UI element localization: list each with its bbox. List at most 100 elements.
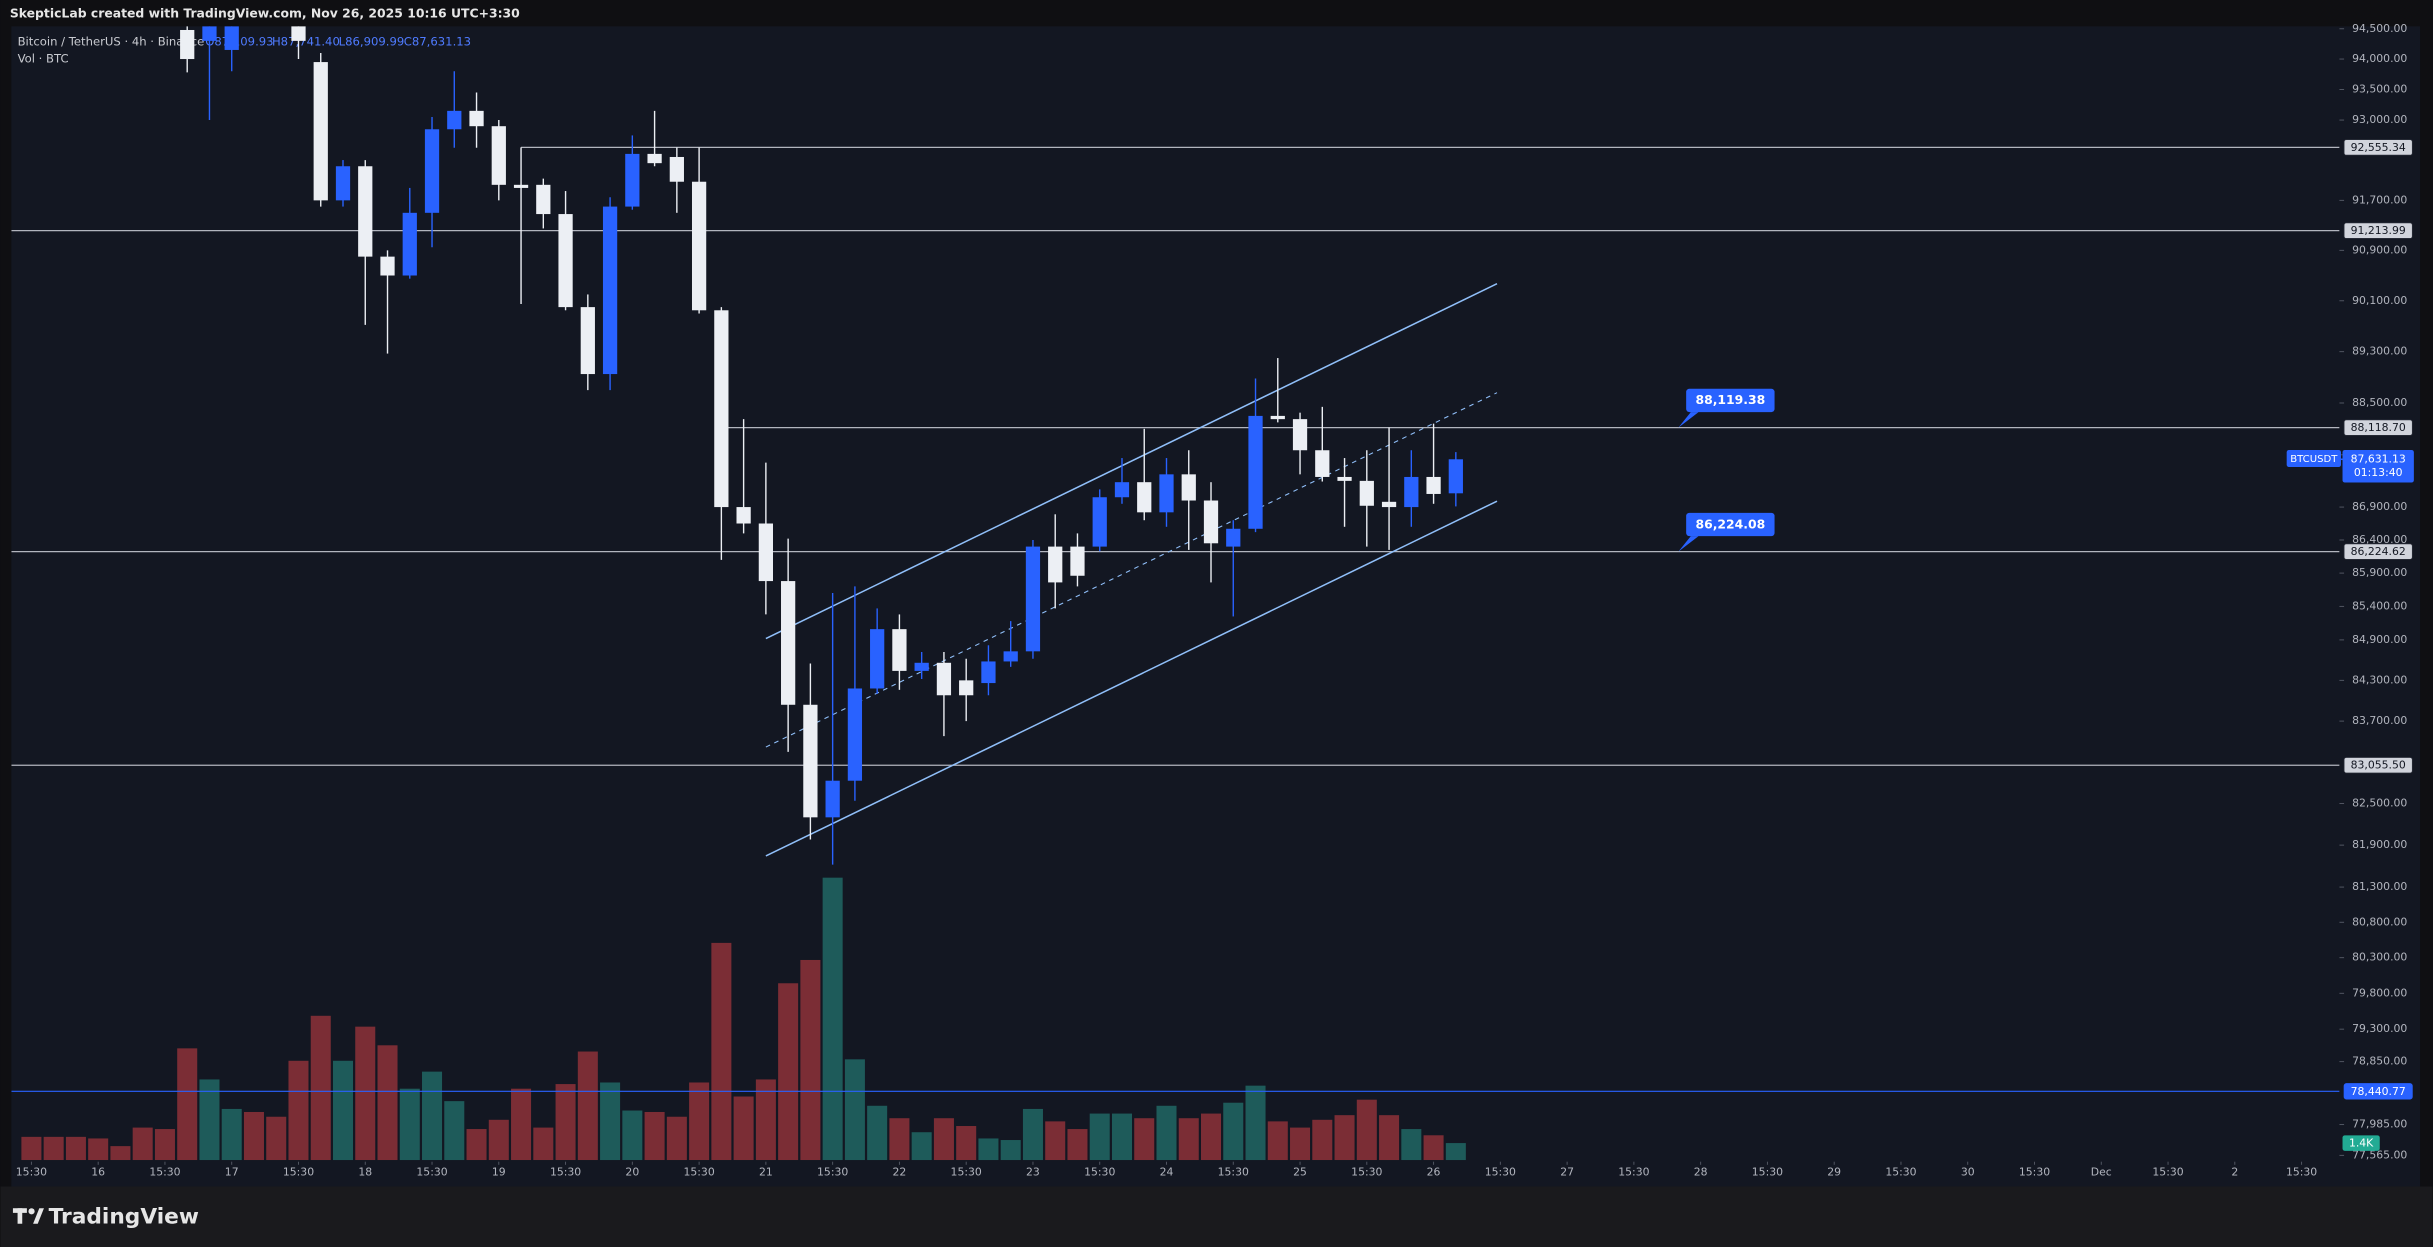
volume-bar xyxy=(199,1079,220,1161)
candle-body xyxy=(736,507,751,524)
x-tick-label: 15:30 xyxy=(951,1166,982,1179)
volume-bar xyxy=(622,1110,643,1161)
callout-tail xyxy=(1678,412,1699,428)
y-tick-label: 83,700.00 xyxy=(2352,714,2407,727)
volume-bar xyxy=(1401,1129,1422,1161)
candle-body xyxy=(358,166,373,257)
legend-open: O87,109.93 xyxy=(205,34,273,48)
y-tick-label: 84,300.00 xyxy=(2352,673,2407,686)
level-label-box xyxy=(2343,757,2413,774)
candle-body xyxy=(691,181,707,311)
x-tick-label: 30 xyxy=(1961,1166,1975,1179)
volume-bar xyxy=(933,1118,954,1161)
candle-body xyxy=(1159,474,1174,513)
volume-label-box xyxy=(2342,1135,2380,1151)
x-tick-label: 15:30 xyxy=(1618,1166,1649,1179)
candle-body xyxy=(291,26,306,41)
candle-body xyxy=(1114,482,1130,498)
y-tick-label: 78,850.00 xyxy=(2352,1055,2407,1068)
volume-bar xyxy=(1045,1121,1066,1161)
candle-body xyxy=(1003,651,1018,662)
x-tick-label: 27 xyxy=(1560,1166,1574,1179)
x-tick-label: 15:30 xyxy=(2019,1166,2050,1179)
callout-label: 88,119.38 xyxy=(1695,392,1765,407)
header-title: SkepticLab created with TradingView.com,… xyxy=(10,5,520,20)
level-label: 86,224.62 xyxy=(2351,545,2406,558)
volume-bar xyxy=(1312,1119,1333,1161)
x-tick-label: 21 xyxy=(759,1166,773,1179)
volume-bar xyxy=(310,1015,331,1161)
x-tick-label: 15:30 xyxy=(817,1166,848,1179)
candle-body xyxy=(380,256,395,276)
volume-bar xyxy=(1022,1108,1043,1161)
y-tick-label: 79,300.00 xyxy=(2352,1022,2407,1035)
candle-body xyxy=(424,129,440,213)
level-label: 91,213.99 xyxy=(2351,224,2406,237)
candle-body xyxy=(847,688,863,781)
y-tick-label: 85,900.00 xyxy=(2352,566,2407,579)
volume-bar xyxy=(132,1127,153,1161)
brand: TradingView xyxy=(49,1205,199,1230)
candle-body xyxy=(714,310,729,508)
volume-bar xyxy=(666,1116,687,1161)
candle-body xyxy=(892,629,907,671)
y-tick-label: 90,100.00 xyxy=(2352,294,2407,307)
candle-body xyxy=(870,629,885,689)
volume-bar xyxy=(154,1129,175,1161)
x-tick-label: 26 xyxy=(1427,1166,1441,1179)
y-tick-label: 93,500.00 xyxy=(2352,82,2407,95)
footer-bar xyxy=(0,1186,2433,1247)
level-label: 92,555.34 xyxy=(2351,141,2406,154)
symbol-box xyxy=(2286,449,2341,468)
y-tick-label: 84,900.00 xyxy=(2352,633,2407,646)
x-tick-label: 15:30 xyxy=(550,1166,581,1179)
candle-body xyxy=(647,153,662,164)
y-tick-label: 86,900.00 xyxy=(2352,500,2407,513)
volume-bar xyxy=(577,1051,598,1161)
channel-line xyxy=(765,283,1498,640)
volume-bar xyxy=(110,1146,131,1161)
volume-bar xyxy=(1356,1099,1377,1161)
volume-bar xyxy=(377,1045,398,1161)
x-tick-label: 15:30 xyxy=(16,1166,47,1179)
x-tick-label: 15:30 xyxy=(416,1166,447,1179)
volume-bar xyxy=(1089,1113,1110,1161)
x-tick-label: Dec xyxy=(2091,1166,2112,1179)
legend-low: L86,909.99 xyxy=(339,34,405,48)
volume-bar xyxy=(733,1096,754,1161)
axes: 94,500.00 94,000.00 93,500.00 93,000.00 91,7… xyxy=(16,22,2414,1179)
candle-body xyxy=(202,26,217,41)
callout-box xyxy=(1686,512,1775,537)
logo xyxy=(12,1208,44,1224)
candle-body xyxy=(491,126,506,185)
volume-bar xyxy=(555,1084,576,1161)
candle-body xyxy=(558,214,573,308)
candle-body xyxy=(224,26,239,50)
candle-body xyxy=(447,110,462,130)
x-tick-label: 19 xyxy=(492,1166,506,1179)
x-tick-label: 15:30 xyxy=(1752,1166,1783,1179)
volume-bar xyxy=(778,983,799,1161)
volume-bar xyxy=(177,1048,198,1161)
candle-body xyxy=(1404,476,1419,508)
level-label-box xyxy=(2343,1083,2413,1100)
legend-close: C87,631.13 xyxy=(404,34,471,48)
y-tick-label: 79,800.00 xyxy=(2352,986,2407,999)
x-tick-label: 18 xyxy=(358,1166,372,1179)
candle-body xyxy=(1092,497,1107,547)
volume-bar xyxy=(755,1079,776,1161)
volume-bar xyxy=(511,1088,532,1161)
x-tick-label: 15:30 xyxy=(2286,1166,2317,1179)
x-tick-label: 29 xyxy=(1827,1166,1841,1179)
volume-bar xyxy=(800,959,821,1161)
volume-bar xyxy=(1111,1113,1132,1161)
candle-body xyxy=(1359,480,1374,506)
volume-bar xyxy=(844,1059,865,1161)
x-tick-label: 25 xyxy=(1293,1166,1307,1179)
y-tick-label: 94,000.00 xyxy=(2352,52,2407,65)
volume-bar xyxy=(1334,1115,1355,1161)
x-tick-label: 16 xyxy=(91,1166,105,1179)
candle-body xyxy=(536,184,551,215)
candle-body xyxy=(602,206,618,375)
volume-bar xyxy=(1423,1135,1444,1161)
